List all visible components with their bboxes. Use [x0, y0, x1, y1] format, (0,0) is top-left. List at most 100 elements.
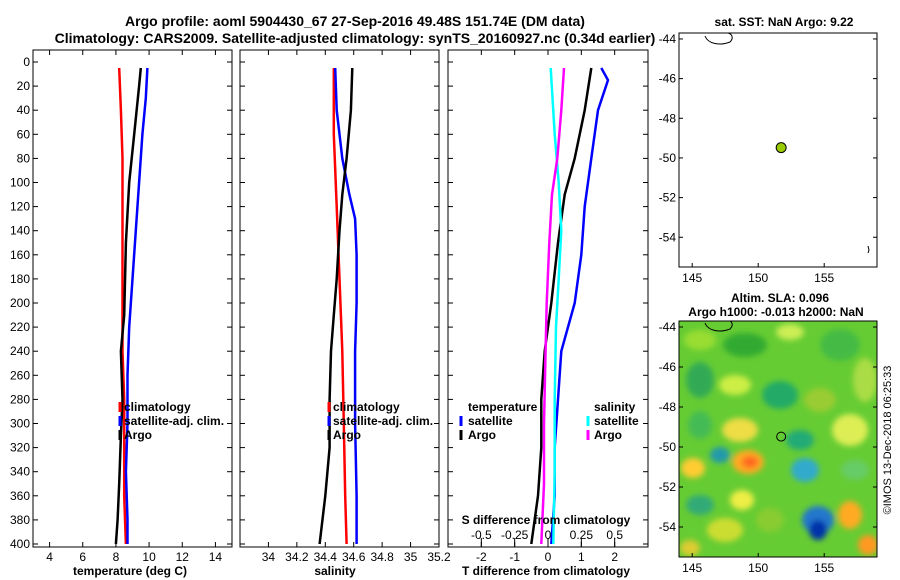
difference-panel: -2 -1 0 1 2 -0.5 -0.25 0 0.25 0.5 T difference fr…: [447, 49, 649, 578]
difference-top-xlabel: S difference from climatology: [462, 513, 631, 527]
temperature-legend: climatology satellite-adj. clim. Argo: [118, 400, 224, 442]
y-tick-label: 20: [17, 79, 31, 93]
lat-tick-label: -52: [659, 191, 677, 205]
x-tick-label: 35.2: [427, 550, 451, 564]
legend-title-salinity: salinity: [594, 400, 636, 414]
temperature-axes-box: [32, 49, 233, 548]
lon-tick-label: 150: [748, 271, 768, 285]
lon-tick-label: 145: [682, 561, 702, 575]
s-tick-label: -0.25: [501, 528, 529, 542]
y-tick-label: 60: [17, 127, 31, 141]
lon-tick-label: 155: [814, 271, 834, 285]
y-tick-label: 200: [10, 296, 30, 310]
x-tick-label: -2: [476, 550, 487, 564]
legend-label-argo: Argo: [124, 428, 152, 442]
legend-title-temperature: temperature: [468, 400, 538, 414]
lon-tick-label: 155: [814, 561, 834, 575]
lon-tick-label: 145: [682, 271, 702, 285]
argo-float-marker: [775, 142, 787, 154]
series-line-temperature-argo: [530, 67, 593, 545]
title-line-1: Argo profile: aoml 5904430_67 27-Sep-201…: [125, 13, 585, 29]
x-tick-label: 8: [113, 550, 120, 564]
y-tick-label: 0: [23, 55, 30, 69]
series-line-climatology: [332, 68, 348, 545]
x-tick-label: 35: [404, 550, 418, 564]
salinity-xlabel: salinity: [314, 564, 356, 578]
temperature-xlabel: temperature (deg C): [73, 564, 187, 578]
x-tick-label: 10: [142, 550, 156, 564]
y-tick-label: 280: [10, 392, 30, 406]
lat-tick-label: -48: [659, 400, 677, 414]
lat-tick-label: -46: [659, 360, 677, 374]
temperature-panel: 0 20 40 60 80 100 120 140 160 180 200 220 240 260 280 3…: [10, 49, 233, 578]
legend-label-s-satellite: satellite: [594, 414, 639, 428]
lat-tick-label: -44: [659, 320, 677, 334]
coastline-contour: [867, 245, 870, 254]
y-tick-label: 260: [10, 368, 30, 382]
series-line-salinity-satellite: [549, 67, 563, 545]
x-tick-label: -1: [509, 550, 520, 564]
lat-tick-label: -44: [659, 32, 677, 46]
y-tick-label: 40: [17, 103, 31, 117]
sla-heatmap: [679, 321, 877, 557]
s-tick-label: -0.5: [471, 528, 492, 542]
argo-float-marker: [776, 431, 787, 442]
x-tick-label: 34.4: [314, 550, 338, 564]
s-tick-label: 0.25: [570, 528, 594, 542]
lat-tick-label: -54: [659, 230, 677, 244]
salinity-panel: 34 34.2 34.4 34.6 34.8 35 35.2 salinity climat…: [239, 49, 451, 578]
legend-label-argo: Argo: [333, 428, 361, 442]
y-tick-label: 320: [10, 441, 30, 455]
y-tick-label: 80: [17, 151, 31, 165]
y-tick-label: 180: [10, 272, 30, 286]
y-tick-label: 240: [10, 344, 30, 358]
lat-tick-label: -50: [659, 440, 677, 454]
sst-map-title: sat. SST: NaN Argo: 9.22: [715, 15, 854, 29]
lat-tick-label: -48: [659, 111, 677, 125]
x-tick-label: 34.8: [370, 550, 394, 564]
s-tick-label: 0: [545, 528, 552, 542]
y-tick-label: 120: [10, 200, 30, 214]
legend-label-satellite: satellite-adj. clim.: [333, 414, 433, 428]
legend-label-t-satellite: satellite: [468, 414, 513, 428]
coastline-contour: [704, 321, 733, 332]
lat-tick-label: -54: [659, 520, 677, 534]
x-tick-label: 0: [545, 550, 552, 564]
salinity-legend: climatology satellite-adj. clim. Argo: [327, 400, 433, 442]
series-line-satellite-adj-clim: [124, 67, 149, 544]
legend-label-climatology: climatology: [333, 400, 400, 414]
y-tick-label: 160: [10, 248, 30, 262]
difference-legend: temperature satellite Argo salinity sate…: [459, 400, 639, 442]
title-line-2: Climatology: CARS2009. Satellite-adjuste…: [55, 30, 656, 46]
s-tick-label: 0.5: [606, 528, 623, 542]
y-tick-label: 380: [10, 513, 30, 527]
legend-label-t-argo: Argo: [468, 428, 496, 442]
lat-tick-label: -52: [659, 480, 677, 494]
legend-label-climatology: climatology: [124, 400, 191, 414]
y-tick-label: 400: [10, 537, 30, 551]
sla-map-title-1: Altim. SLA: 0.096: [731, 291, 829, 305]
legend-label-s-argo: Argo: [594, 428, 622, 442]
x-tick-label: 6: [79, 550, 86, 564]
credit-text: ©IMOS 13-Dec-2018 06:25:33: [882, 366, 894, 515]
x-tick-label: 4: [46, 550, 53, 564]
y-tick-label: 140: [10, 224, 30, 238]
x-tick-label: 14: [209, 550, 223, 564]
series-line-satellite-adj-clim: [333, 67, 358, 544]
series-line-salinity-argo: [540, 67, 566, 545]
y-tick-label: 340: [10, 465, 30, 479]
y-tick-label: 360: [10, 489, 30, 503]
sla-map-box: [678, 320, 878, 558]
x-tick-label: 1: [578, 550, 585, 564]
series-line-argo: [114, 67, 143, 545]
lat-tick-label: -46: [659, 72, 677, 86]
lat-tick-label: -50: [659, 151, 677, 165]
salinity-axes-box: [239, 49, 440, 548]
coastline-contour: [704, 32, 733, 45]
difference-xlabel: T difference from climatology: [462, 564, 630, 578]
x-tick-label: 34.6: [342, 550, 366, 564]
sla-map-title-2: Argo h1000: -0.013 h2000: NaN: [688, 305, 863, 319]
sst-map: sat. SST: NaN Argo: 9.22 145 150 155 -44 -46…: [659, 15, 878, 285]
series-line-argo: [318, 67, 354, 545]
